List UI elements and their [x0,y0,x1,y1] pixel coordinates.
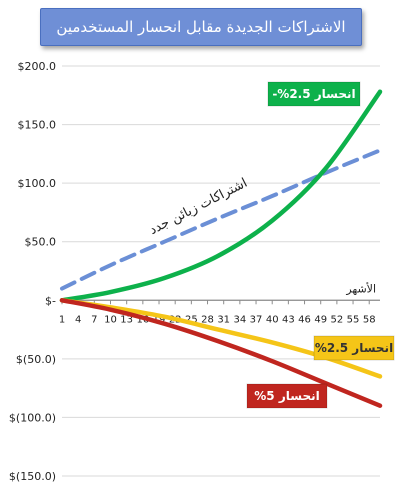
x-tick-label: 31 [217,314,230,325]
y-tick-label: $(50.0) [16,353,56,366]
y-tick-label: $200.0 [18,60,57,73]
series-line-1 [59,89,383,303]
x-tick-label: 49 [314,314,327,325]
y-tick-label: $(150.0) [9,470,56,483]
x-tick-label: 40 [266,314,279,325]
series-line-0 [60,148,382,291]
x-tick-label: 13 [120,314,133,325]
x-tick-label: 25 [185,314,198,325]
y-tick-label: $(100.0) [9,411,56,424]
x-tick-label: 43 [282,314,295,325]
y-tick-label: $- [45,294,56,307]
series-label-new-subscriptions: اشتراكات زبائن جدد [147,176,250,238]
x-tick-label: 28 [201,314,214,325]
callout-label-1: انحسار 2.5% [315,341,393,355]
y-tick-label: $50.0 [25,236,57,249]
x-tick-label: 10 [104,314,117,325]
x-tick-label: 55 [347,314,360,325]
x-tick-label: 58 [363,314,376,325]
x-tick-label: 19 [153,314,166,325]
x-tick-label: 1 [59,314,65,325]
y-tick-label: $150.0 [18,119,57,132]
callout-box-2 [246,383,328,409]
x-tick-label: 4 [75,314,81,325]
chart-title: الاشتراكات الجديدة مقابل انحسار المستخدم… [40,8,362,46]
x-tick-label: 7 [91,314,97,325]
x-tick-label: 34 [233,314,246,325]
x-tick-label: 37 [250,314,263,325]
x-tick-label: 46 [298,314,311,325]
series-line-3 [59,298,383,408]
callout-label-2: انحسار 5% [254,389,319,403]
callout-box-0 [267,81,361,107]
x-tick-label: 52 [331,314,344,325]
y-tick-label: $100.0 [18,177,57,190]
callout-box-1 [313,335,395,361]
callout-label-0: انحسار 2.5%- [272,87,355,101]
x-axis-label: الأشهر [345,281,376,295]
